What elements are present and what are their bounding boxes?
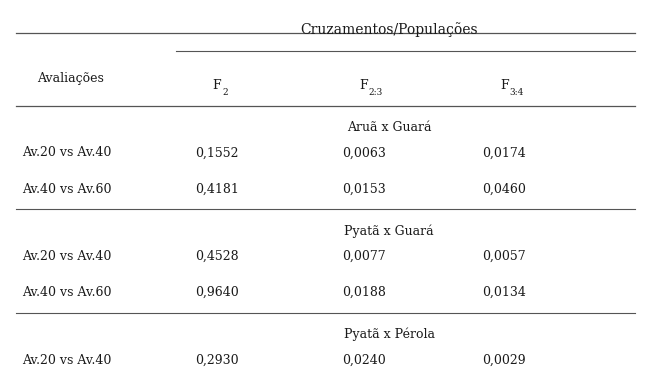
Text: 0,0188: 0,0188 bbox=[342, 286, 385, 299]
Text: 0,4528: 0,4528 bbox=[195, 250, 239, 263]
Text: Aruã x Guará: Aruã x Guará bbox=[347, 121, 432, 134]
Text: Cruzamentos/Populações: Cruzamentos/Populações bbox=[301, 22, 478, 37]
Text: 0,0029: 0,0029 bbox=[482, 354, 526, 367]
Text: Av.20 vs Av.40: Av.20 vs Av.40 bbox=[22, 354, 112, 367]
Text: F: F bbox=[213, 79, 221, 92]
Text: 2: 2 bbox=[222, 88, 228, 96]
Text: 0,0240: 0,0240 bbox=[342, 354, 385, 367]
Text: 3:4: 3:4 bbox=[509, 88, 523, 96]
Text: 0,0460: 0,0460 bbox=[482, 183, 526, 196]
Text: 2:3: 2:3 bbox=[369, 88, 383, 96]
Text: Av.40 vs Av.60: Av.40 vs Av.60 bbox=[22, 286, 112, 299]
Text: Avaliações: Avaliações bbox=[37, 72, 104, 85]
Text: F: F bbox=[359, 79, 368, 92]
Text: 0,0077: 0,0077 bbox=[342, 250, 385, 263]
Text: Av.20 vs Av.40: Av.20 vs Av.40 bbox=[22, 250, 112, 263]
Text: 0,9640: 0,9640 bbox=[195, 286, 239, 299]
Text: 0,4181: 0,4181 bbox=[195, 183, 239, 196]
Text: 0,0057: 0,0057 bbox=[482, 250, 526, 263]
Text: 0,0134: 0,0134 bbox=[482, 286, 526, 299]
Text: 0,1552: 0,1552 bbox=[195, 146, 239, 159]
Text: Av.20 vs Av.40: Av.20 vs Av.40 bbox=[22, 146, 112, 159]
Text: 0,2930: 0,2930 bbox=[195, 354, 239, 367]
Text: F: F bbox=[500, 79, 508, 92]
Text: Av.40 vs Av.60: Av.40 vs Av.60 bbox=[22, 183, 112, 196]
Text: 0,0174: 0,0174 bbox=[482, 146, 526, 159]
Text: Pyatã x Pérola: Pyatã x Pérola bbox=[344, 328, 435, 341]
Text: 0,0153: 0,0153 bbox=[342, 183, 385, 196]
Text: 0,0063: 0,0063 bbox=[342, 146, 385, 159]
Text: Pyatã x Guará: Pyatã x Guará bbox=[344, 224, 434, 238]
